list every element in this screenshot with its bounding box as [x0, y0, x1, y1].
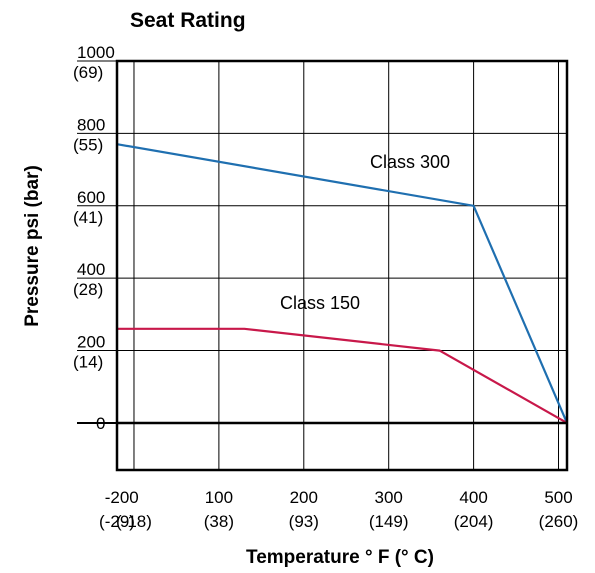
- x-tick-label: (-18): [116, 512, 152, 531]
- grid: [77, 60, 567, 470]
- y-tick-label: (69): [73, 63, 103, 82]
- y-tick-label: 0: [96, 414, 105, 433]
- x-tick-label: (149): [369, 512, 409, 531]
- x-tick-label: 100: [205, 488, 233, 507]
- plot-frame: [115, 59, 569, 472]
- x-axis-title: Temperature ° F (° C): [246, 547, 434, 568]
- x-tick-label: 200: [290, 488, 318, 507]
- x-tick-label: (260): [539, 512, 579, 531]
- x-tick-label: 400: [459, 488, 487, 507]
- y-tick-label: (28): [73, 280, 103, 299]
- y-tick-label: (41): [73, 208, 103, 227]
- x-tick-label: (93): [289, 512, 319, 531]
- y-tick-label: 600: [77, 188, 105, 207]
- y-tick-label: 200: [77, 333, 105, 352]
- series-group: [116, 143, 569, 424]
- series-label-class-150: Class 150: [280, 293, 360, 313]
- y-tick-label: 1000: [77, 43, 115, 62]
- y-tick-label: 800: [77, 115, 105, 134]
- series-label-class-300: Class 300: [370, 152, 450, 172]
- x-tick-label: 500: [544, 488, 572, 507]
- series-line-1: [117, 327, 568, 424]
- y-tick-label: (55): [73, 135, 103, 154]
- chart-title: Seat Rating: [130, 9, 246, 32]
- x-tick-label: 300: [375, 488, 403, 507]
- y-tick-labels: 0 200(14) 400(28) 600(41) 800(55) 1000(69): [73, 43, 115, 433]
- x-tick-labels: -20 (-29) 0 (-18) 100 (38) 200 (93) 300 (149) 400 (…: [99, 488, 578, 531]
- x-tick-label: (38): [204, 512, 234, 531]
- series-line-0: [116, 143, 569, 424]
- y-axis-title: Pressure psi (bar): [22, 165, 43, 327]
- y-tick-label: (14): [73, 353, 103, 372]
- x-tick-label: -20: [105, 488, 130, 507]
- x-tick-label: 0: [129, 488, 138, 507]
- x-tick-label: (-29): [99, 512, 135, 531]
- x-tick-label: (204): [454, 512, 494, 531]
- y-tick-label: 400: [77, 260, 105, 279]
